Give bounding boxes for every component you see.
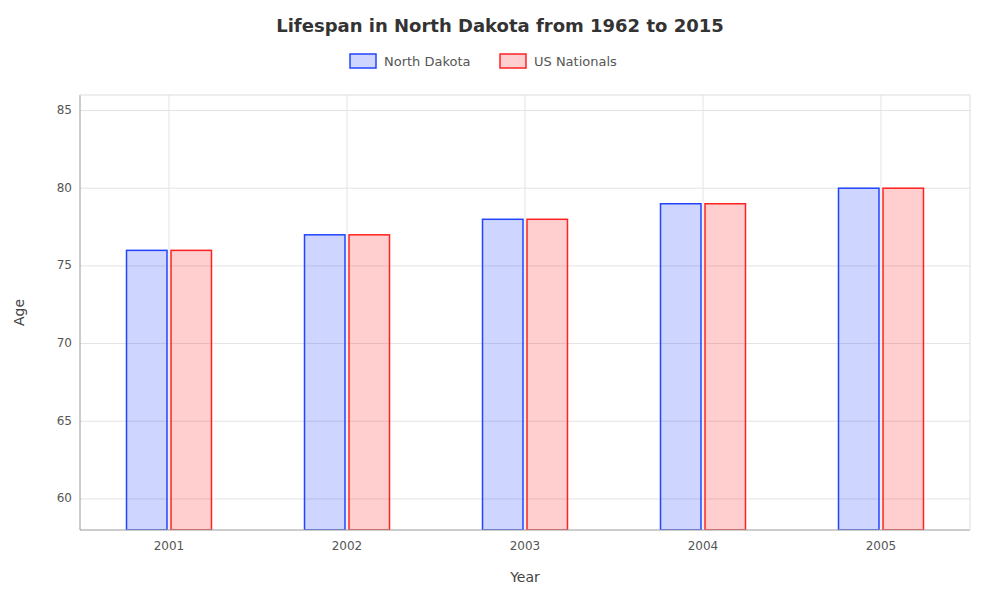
- grid: [80, 95, 970, 530]
- x-tick-label: 2002: [332, 539, 363, 553]
- plot-frame-top: [80, 95, 970, 96]
- chart-container: 60 65 70 75 80 85 2001 2002 2003 2004 2005 Year Age L…: [0, 0, 1000, 600]
- chart-svg: 60 65 70 75 80 85 2001 2002 2003 2004 2005 Year Age L…: [0, 0, 1000, 600]
- legend: North Dakota US Nationals: [350, 54, 617, 69]
- x-tick-label: 2001: [154, 539, 185, 553]
- x-grid-line: [703, 95, 704, 530]
- x-grid-line: [881, 95, 882, 530]
- y-tick-label: 70: [57, 336, 72, 350]
- x-tick-label: 2004: [688, 539, 719, 553]
- bar: [883, 188, 924, 530]
- x-grid-line: [347, 95, 348, 530]
- bar: [127, 250, 168, 530]
- legend-swatch: [350, 54, 376, 68]
- title: Lifespan in North Dakota from 1962 to 20…: [276, 15, 724, 36]
- x-grid-line: [525, 95, 526, 530]
- x-axis-line: [80, 530, 970, 531]
- bar: [349, 235, 390, 530]
- bar: [171, 250, 212, 530]
- legend-swatch: [500, 54, 526, 68]
- plot-frame-right: [970, 95, 971, 530]
- bar: [661, 204, 702, 530]
- bar: [527, 219, 568, 530]
- y-axis-line: [80, 95, 81, 530]
- bar: [839, 188, 880, 530]
- y-axis-label: Age: [11, 299, 27, 326]
- bar: [483, 219, 524, 530]
- y-tick-label: 65: [57, 414, 72, 428]
- x-tick-label: 2005: [866, 539, 897, 553]
- x-tick-label: 2003: [510, 539, 541, 553]
- y-tick-label: 75: [57, 258, 72, 272]
- x-grid-line: [169, 95, 170, 530]
- legend-label: US Nationals: [534, 54, 617, 69]
- legend-label: North Dakota: [384, 54, 471, 69]
- x-axis-label: Year: [509, 569, 540, 585]
- bar: [705, 204, 746, 530]
- y-tick-label: 85: [57, 103, 72, 117]
- bar: [305, 235, 346, 530]
- y-tick-label: 60: [57, 491, 72, 505]
- bars: [127, 188, 924, 530]
- y-tick-label: 80: [57, 181, 72, 195]
